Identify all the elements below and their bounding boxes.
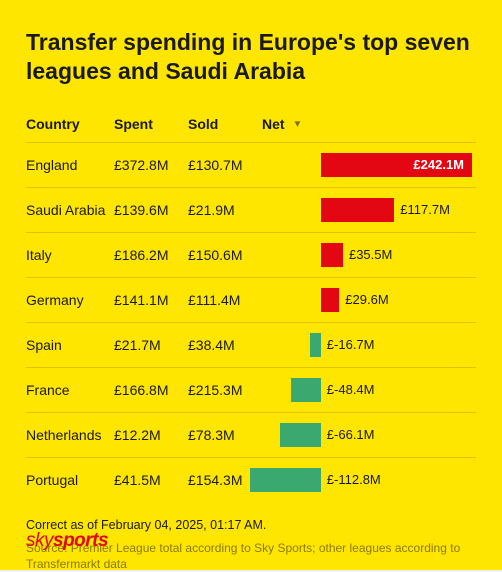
- table-row: Italy£186.2M£150.6M £35.5M: [26, 232, 476, 277]
- cell-country: Portugal: [26, 457, 114, 502]
- cell-country: Spain: [26, 322, 114, 367]
- net-bar: [291, 378, 321, 402]
- net-label: £-48.4M: [321, 377, 375, 403]
- net-bar-wrap: £117.7M: [262, 197, 472, 223]
- cell-country: Italy: [26, 232, 114, 277]
- cell-country: Saudi Arabia: [26, 187, 114, 232]
- header-row: Country Spent Sold Net ▼: [26, 108, 476, 143]
- cell-sold: £130.7M: [188, 142, 262, 187]
- net-label: £-66.1M: [321, 422, 375, 448]
- cell-country: Germany: [26, 277, 114, 322]
- net-bar-wrap: £29.6M: [262, 287, 472, 313]
- net-bar-wrap: £-16.7M: [262, 332, 472, 358]
- net-label: £35.5M: [343, 242, 392, 268]
- cell-net: £-48.4M: [262, 367, 476, 412]
- net-bar: [321, 288, 339, 312]
- net-label: £-112.8M: [321, 467, 381, 493]
- net-bar: [250, 468, 320, 492]
- table-body: England£372.8M£130.7M £242.1M Saudi Arabia…: [26, 142, 476, 502]
- net-bar-wrap: £-48.4M: [262, 377, 472, 403]
- sort-desc-icon: ▼: [292, 119, 302, 130]
- cell-net: £-16.7M: [262, 322, 476, 367]
- col-header-net[interactable]: Net ▼: [262, 108, 476, 143]
- transfer-table: Country Spent Sold Net ▼ England£372.8M£…: [26, 108, 476, 502]
- cell-country: England: [26, 142, 114, 187]
- sky-sports-logo: skysports: [26, 530, 108, 552]
- col-header-country: Country: [26, 108, 114, 143]
- cell-spent: £141.1M: [114, 277, 188, 322]
- infographic-card: Transfer spending in Europe's top seven …: [0, 0, 502, 570]
- table-row: Germany£141.1M£111.4M £29.6M: [26, 277, 476, 322]
- cell-spent: £41.5M: [114, 457, 188, 502]
- net-label: £29.6M: [339, 287, 388, 313]
- cell-spent: £139.6M: [114, 187, 188, 232]
- net-bar-wrap: £-112.8M: [262, 467, 472, 493]
- cell-sold: £111.4M: [188, 277, 262, 322]
- net-bar: [280, 423, 321, 447]
- cell-spent: £186.2M: [114, 232, 188, 277]
- col-header-sold: Sold: [188, 108, 262, 143]
- cell-country: France: [26, 367, 114, 412]
- col-header-net-label: Net: [262, 116, 285, 132]
- cell-net: £35.5M: [262, 232, 476, 277]
- net-bar: [321, 243, 343, 267]
- cell-net: £29.6M: [262, 277, 476, 322]
- table-row: Spain£21.7M£38.4M £-16.7M: [26, 322, 476, 367]
- chart-title: Transfer spending in Europe's top seven …: [26, 28, 476, 86]
- net-label: £117.7M: [394, 197, 450, 223]
- cell-sold: £215.3M: [188, 367, 262, 412]
- net-bar-wrap: £35.5M: [262, 242, 472, 268]
- cell-sold: £150.6M: [188, 232, 262, 277]
- logo-sports: sports: [53, 530, 108, 551]
- cell-spent: £12.2M: [114, 412, 188, 457]
- net-bar-wrap: £242.1M: [262, 152, 472, 178]
- cell-spent: £21.7M: [114, 322, 188, 367]
- cell-country: Netherlands: [26, 412, 114, 457]
- table-row: Netherlands£12.2M£78.3M £-66.1M: [26, 412, 476, 457]
- table-row: Portugal£41.5M£154.3M£-112.8M: [26, 457, 476, 502]
- cell-net: £242.1M: [262, 142, 476, 187]
- net-label: £242.1M: [413, 152, 472, 178]
- net-bar: [321, 198, 395, 222]
- cell-sold: £21.9M: [188, 187, 262, 232]
- net-bar: [310, 333, 320, 357]
- table-row: Saudi Arabia£139.6M£21.9M £117.7M: [26, 187, 476, 232]
- net-bar-wrap: £-66.1M: [262, 422, 472, 448]
- table-row: France£166.8M£215.3M £-48.4M: [26, 367, 476, 412]
- cell-sold: £78.3M: [188, 412, 262, 457]
- cell-sold: £38.4M: [188, 322, 262, 367]
- logo-sky: sky: [26, 530, 53, 551]
- cell-net: £117.7M: [262, 187, 476, 232]
- cell-spent: £372.8M: [114, 142, 188, 187]
- col-header-spent: Spent: [114, 108, 188, 143]
- table-row: England£372.8M£130.7M £242.1M: [26, 142, 476, 187]
- cell-net: £-112.8M: [262, 457, 476, 502]
- cell-spent: £166.8M: [114, 367, 188, 412]
- cell-net: £-66.1M: [262, 412, 476, 457]
- net-label: £-16.7M: [321, 332, 375, 358]
